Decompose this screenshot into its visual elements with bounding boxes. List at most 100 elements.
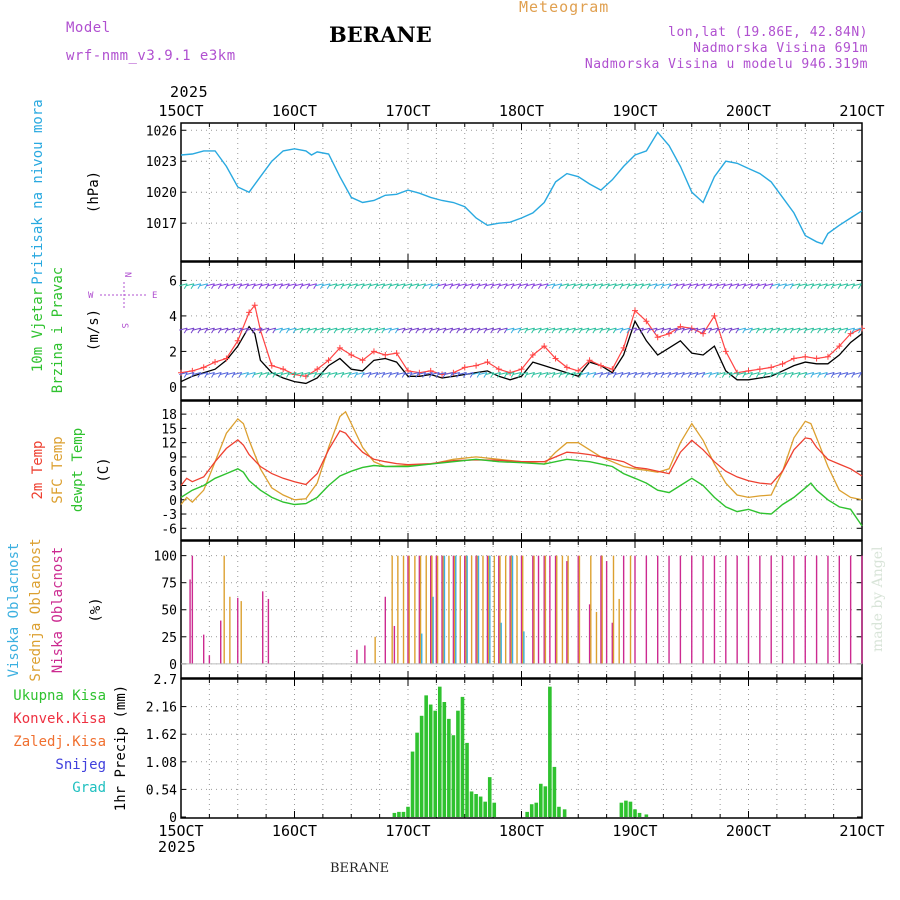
wind-barb xyxy=(594,327,604,334)
gust-marker xyxy=(824,353,831,360)
precip-bar xyxy=(633,809,637,817)
wind-barb xyxy=(778,371,787,378)
wind-barb xyxy=(506,327,515,334)
wind-barb xyxy=(383,371,392,378)
wind-barb xyxy=(308,371,318,378)
compass-cross xyxy=(100,282,148,310)
sfc-temp-line xyxy=(180,410,863,505)
wind-barb xyxy=(471,371,481,378)
gust-marker xyxy=(654,334,661,341)
wind-barb xyxy=(696,283,706,290)
wind-barb xyxy=(444,327,454,334)
wind-barb xyxy=(812,371,822,378)
precip-bar xyxy=(525,811,529,817)
precip-bar xyxy=(442,702,447,817)
wind-barb xyxy=(526,371,536,378)
wind-barb xyxy=(744,283,753,290)
wind-barb xyxy=(608,371,617,378)
precip-legend-item: Ukupna Kisa xyxy=(13,688,106,704)
wind-barb xyxy=(417,283,427,290)
wind-barb xyxy=(267,327,277,334)
wind-barb xyxy=(376,283,386,290)
wind-barb xyxy=(601,283,610,290)
wind-barb xyxy=(342,371,352,378)
wind-barb xyxy=(703,327,713,334)
wind-speed-line xyxy=(180,319,863,385)
wind-barb xyxy=(444,283,454,290)
wind-barb xyxy=(254,283,263,290)
wind-barb xyxy=(696,371,706,378)
wind-barb xyxy=(267,283,277,290)
gust-marker xyxy=(473,362,480,369)
wind-barb xyxy=(785,371,794,378)
wind-barb xyxy=(294,283,304,290)
wind-barb xyxy=(621,283,631,290)
precip-bar xyxy=(460,696,465,817)
wind-barb xyxy=(499,283,508,290)
gust-marker xyxy=(370,348,377,355)
y-tick-label: 50 xyxy=(161,604,177,619)
wind-barb xyxy=(717,327,726,334)
wind-barb xyxy=(676,283,685,290)
gust-marker xyxy=(802,353,809,360)
wind-barb xyxy=(567,327,576,334)
wind-barb xyxy=(185,371,195,378)
precip-bar xyxy=(401,811,406,817)
wind-barb xyxy=(322,327,331,334)
wind-barb xyxy=(778,327,787,334)
elevation-label: Nadmorska Visina 691m xyxy=(693,41,868,56)
y-tick-label: 1020 xyxy=(146,186,177,201)
wind-barb xyxy=(826,327,835,334)
wind-barb xyxy=(471,283,481,290)
wind-barb xyxy=(349,283,358,290)
compass-e: E xyxy=(152,291,157,301)
gust-marker xyxy=(643,318,650,325)
wind-barb xyxy=(458,371,467,378)
wind-barb xyxy=(798,371,808,378)
wind-barb xyxy=(805,371,815,378)
wind-barb xyxy=(540,327,549,334)
wind-barb xyxy=(213,371,222,378)
precip-bar xyxy=(469,791,474,817)
wind-barb xyxy=(662,371,672,378)
precip-bar xyxy=(534,802,539,817)
gust-marker xyxy=(178,369,184,376)
high-cloud-title: Visoka Oblacnost xyxy=(6,543,22,678)
wind-barb xyxy=(478,371,488,378)
wind-barb xyxy=(832,283,842,290)
wind-barb xyxy=(226,283,236,290)
y-tick-label: 0.54 xyxy=(146,783,177,798)
dewpt-title: dewpt Temp xyxy=(70,428,86,512)
wind-barb xyxy=(458,327,467,334)
wind-barb xyxy=(540,371,549,378)
precip-legend-item: Snijeg xyxy=(55,757,106,773)
wind-barb xyxy=(185,283,195,290)
model-label: Model xyxy=(66,20,111,36)
y-tick-label: 3 xyxy=(169,479,177,494)
wind-barb xyxy=(206,371,215,378)
x-tick-label-bottom: 16OCT xyxy=(272,822,317,840)
wind-barb xyxy=(635,371,644,378)
sfc-temp-title: SFC Temp xyxy=(50,436,66,503)
wind-barb xyxy=(560,327,570,334)
wind-barb xyxy=(621,371,631,378)
wind-barb xyxy=(403,283,413,290)
wind-barb xyxy=(220,283,229,290)
gust-marker xyxy=(597,362,604,369)
wind-barb xyxy=(315,283,324,290)
precip-bar xyxy=(538,783,543,817)
wind-barb xyxy=(853,371,862,378)
wind-barb xyxy=(260,283,270,290)
wind-barb xyxy=(526,327,536,334)
wind-barb xyxy=(519,327,529,334)
page-title: BERANE xyxy=(329,22,432,47)
wind-barb xyxy=(233,371,243,378)
wind-barb xyxy=(580,283,590,290)
wind-barb xyxy=(417,327,427,334)
wind-barb xyxy=(451,283,461,290)
wind-barb xyxy=(771,327,781,334)
wind-barb xyxy=(771,371,781,378)
wind-barb xyxy=(417,371,427,378)
wind-barb xyxy=(206,283,215,290)
gust-marker xyxy=(461,364,468,371)
